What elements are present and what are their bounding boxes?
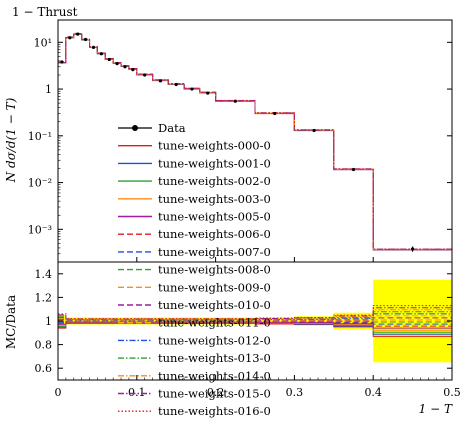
data-point bbox=[83, 37, 88, 42]
data-point bbox=[131, 68, 135, 72]
legend-label: tune-weights-010-0 bbox=[158, 298, 271, 312]
data-point bbox=[273, 111, 277, 116]
data-point bbox=[76, 32, 80, 36]
data-point bbox=[190, 87, 194, 91]
y-tick-label: 10¹ bbox=[34, 36, 52, 49]
x-tick-label: 0.3 bbox=[286, 386, 304, 399]
data-point bbox=[60, 60, 64, 64]
legend-label: tune-weights-012-0 bbox=[158, 333, 271, 347]
legend-label: tune-weights-016-0 bbox=[158, 404, 271, 418]
data-point bbox=[158, 79, 163, 83]
x-tick-label: 0.2 bbox=[207, 386, 225, 399]
legend-label: tune-weights-015-0 bbox=[158, 387, 271, 401]
y-tick-label: 1 bbox=[45, 83, 52, 96]
ratio-uncertainty-band bbox=[97, 317, 106, 325]
ratio-uncertainty-band bbox=[215, 317, 255, 325]
legend-label: tune-weights-000-0 bbox=[158, 139, 271, 153]
data-point bbox=[115, 62, 119, 66]
legend-label: tune-weights-002-0 bbox=[158, 174, 271, 188]
data-point bbox=[123, 65, 127, 69]
data-point bbox=[68, 36, 72, 40]
data-point bbox=[233, 99, 237, 103]
ratio-y-tick-label: 1.2 bbox=[35, 291, 53, 304]
data-point bbox=[351, 167, 356, 172]
ratio-lines-layer bbox=[58, 305, 452, 337]
legend-label: tune-weights-007-0 bbox=[158, 245, 271, 259]
y-tick-label: 10⁻³ bbox=[28, 223, 52, 236]
ratio-series-line bbox=[58, 307, 452, 320]
data-point bbox=[99, 52, 103, 56]
x-tick-label: 0.1 bbox=[128, 386, 146, 399]
data-point bbox=[91, 45, 96, 49]
legend-label: tune-weights-003-0 bbox=[158, 192, 271, 206]
main-panel: 0 0.1 0.2 0.3 0.4 0.5 10¹ 1 10⁻¹ 10⁻² 10⁻³ 0.6 0.8 1 1… bbox=[28, 19, 461, 418]
ratio-uncertainty-band bbox=[184, 317, 200, 325]
legend-label: tune-weights-014-0 bbox=[158, 369, 271, 383]
ratio-y-axis-label: MC/Data bbox=[4, 295, 18, 349]
legend-label: tune-weights-011-0 bbox=[158, 316, 271, 330]
ratio-y-tick-label: 0.6 bbox=[35, 362, 53, 375]
ratio-y-tick-label: 1 bbox=[45, 315, 52, 328]
x-tick-label: 0.4 bbox=[364, 386, 382, 399]
x-axis-label: 1 − T bbox=[419, 402, 453, 416]
ratio-y-tick-label: 0.8 bbox=[35, 339, 53, 352]
axis-layer: 0 0.1 0.2 0.3 0.4 0.5 10¹ 1 10⁻¹ 10⁻² 10⁻³ 0.6 0.8 1 1… bbox=[28, 36, 461, 399]
legend-marker-data bbox=[132, 125, 138, 131]
data-point bbox=[312, 128, 316, 133]
legend-label: tune-weights-013-0 bbox=[158, 351, 271, 365]
legend-label: Data bbox=[158, 121, 186, 135]
legend: Data tune-weights-000-0 tune-weights-001-0… bbox=[118, 121, 271, 418]
ratio-uncertainty-band bbox=[105, 317, 114, 325]
plot-title: 1 − Thrust bbox=[12, 5, 78, 19]
data-point bbox=[206, 91, 210, 95]
data-point bbox=[107, 57, 111, 62]
data-point bbox=[411, 247, 415, 251]
legend-label: tune-weights-008-0 bbox=[158, 263, 271, 277]
y-tick-label: 10⁻² bbox=[28, 177, 52, 190]
legend-label: tune-weights-009-0 bbox=[158, 280, 271, 294]
data-points-layer bbox=[60, 32, 415, 252]
data-point bbox=[174, 82, 178, 87]
x-tick-label: 0 bbox=[55, 386, 62, 399]
data-point bbox=[143, 73, 147, 77]
y-axis-label: N dσ/d(1 − T) bbox=[4, 97, 18, 183]
ratio-uncertainty-band bbox=[199, 317, 216, 325]
ratio-uncertainty-band bbox=[373, 279, 452, 363]
legend-label: tune-weights-006-0 bbox=[158, 227, 271, 241]
y-tick-label: 10⁻¹ bbox=[28, 130, 52, 143]
ratio-y-tick-label: 1.4 bbox=[35, 268, 53, 281]
legend-label: tune-weights-001-0 bbox=[158, 156, 271, 170]
x-tick-label: 0.5 bbox=[443, 386, 461, 399]
legend-label: tune-weights-005-0 bbox=[158, 210, 271, 224]
